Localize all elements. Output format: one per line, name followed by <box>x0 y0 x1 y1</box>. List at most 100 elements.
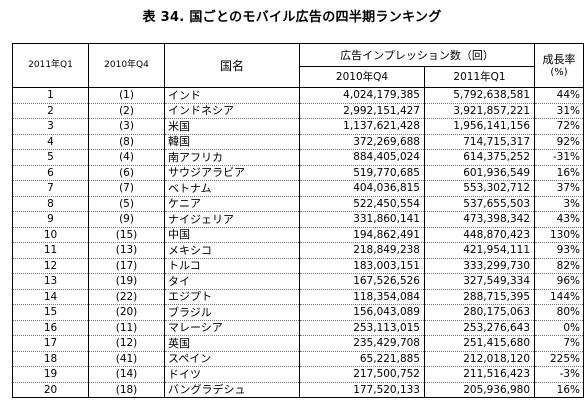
impressions-2011q1-cell: 288,715,395 <box>423 288 536 305</box>
country-cell: メキシコ <box>164 242 300 258</box>
growth-cell: 225% <box>534 350 584 367</box>
country-cell: ナイジェリア <box>164 211 300 227</box>
growth-cell: 96% <box>534 273 584 289</box>
table-row: 8 (5) ケニア 522,450,554 537,655,503 3% <box>12 195 584 212</box>
growth-cell: 82% <box>534 257 584 274</box>
rank-cell: 14 <box>12 288 89 305</box>
prev-rank-cell: (41) <box>88 350 165 367</box>
table-row: 12 (17) トルコ 183,003,151 333,299,730 82% <box>12 257 584 274</box>
impressions-2011q1-cell: 473,398,342 <box>423 211 536 227</box>
prev-rank-cell: (19) <box>88 273 165 289</box>
growth-cell: 144% <box>534 288 584 305</box>
impressions-2011q1-cell: 251,415,680 <box>423 335 536 351</box>
growth-cell: 37% <box>534 180 584 196</box>
growth-cell: 43% <box>534 211 584 227</box>
table-row: 17 (12) 英国 235,429,708 251,415,680 7% <box>12 335 584 351</box>
table-row: 6 (6) サウジアラビア 519,770,685 601,936,549 16% <box>12 164 584 181</box>
country-cell: スペイン <box>164 350 300 367</box>
table-row: 1 (1) インド 4,024,179,385 5,792,638,581 44% <box>12 87 584 103</box>
impressions-2010q4-cell: 372,269,688 <box>299 133 425 150</box>
impressions-2010q4-cell: 65,221,885 <box>299 350 425 367</box>
impressions-2011q1-cell: 280,175,063 <box>423 304 536 320</box>
growth-cell: 93% <box>534 242 584 258</box>
impressions-2011q1-cell: 714,715,317 <box>423 133 536 150</box>
ranking-table: 2011年Q1 2010年Q4 国名 広告インプレッション数（回） 成長率 (%… <box>12 43 584 398</box>
rank-cell: 11 <box>12 242 89 258</box>
table-row: 13 (19) タイ 167,526,526 327,549,334 96% <box>12 273 584 289</box>
impressions-2011q1-cell: 253,276,643 <box>423 319 536 336</box>
prev-rank-cell: (2) <box>88 102 165 119</box>
country-cell: ケニア <box>164 195 300 212</box>
rank-cell: 18 <box>12 350 89 367</box>
rank-cell: 6 <box>12 164 89 181</box>
table-row: 10 (15) 中国 194,862,491 448,870,423 130% <box>12 226 584 243</box>
header-impressions-group: 広告インプレッション数（回） <box>298 43 536 67</box>
table-row: 16 (11) マレーシア 253,113,015 253,276,643 0% <box>12 319 584 336</box>
table-title: 表 34. 国ごとのモバイル広告の四半期ランキング <box>142 10 442 25</box>
country-cell: ブラジル <box>164 304 300 320</box>
prev-rank-cell: (4) <box>88 149 165 165</box>
prev-rank-cell: (13) <box>88 242 165 258</box>
table-row: 2 (2) インドネシア 2,992,151,427 3,921,857,221 31% <box>12 102 584 119</box>
country-cell: エジプト <box>164 288 300 305</box>
impressions-2010q4-cell: 218,849,238 <box>299 242 425 258</box>
growth-cell: 72% <box>534 118 584 134</box>
country-cell: 南アフリカ <box>164 149 300 165</box>
table-row: 5 (4) 南アフリカ 884,405,024 614,375,252 -31% <box>12 149 584 165</box>
header-rank-2011q1: 2011年Q1 <box>12 43 89 88</box>
prev-rank-cell: (7) <box>88 180 165 196</box>
impressions-2011q1-cell: 421,954,111 <box>423 242 536 258</box>
impressions-2010q4-cell: 235,429,708 <box>299 335 425 351</box>
country-cell: トルコ <box>164 257 300 274</box>
impressions-2010q4-cell: 4,024,179,385 <box>299 87 425 103</box>
impressions-2011q1-cell: 212,018,120 <box>423 350 536 367</box>
impressions-2010q4-cell: 1,137,621,428 <box>299 118 425 134</box>
table-row: 11 (13) メキシコ 218,849,238 421,954,111 93% <box>12 242 584 258</box>
growth-cell: 44% <box>534 87 584 103</box>
table-row: 9 (9) ナイジェリア 331,860,141 473,398,342 43% <box>12 211 584 227</box>
impressions-2011q1-cell: 333,299,730 <box>423 257 536 274</box>
country-cell: インド <box>164 87 300 103</box>
country-cell: サウジアラビア <box>164 164 300 181</box>
prev-rank-cell: (14) <box>88 366 165 382</box>
rank-cell: 17 <box>12 335 89 351</box>
growth-cell: 80% <box>534 304 584 320</box>
growth-cell: 3% <box>534 195 584 212</box>
impressions-2010q4-cell: 519,770,685 <box>299 164 425 181</box>
impressions-2010q4-cell: 217,500,752 <box>299 366 425 382</box>
prev-rank-cell: (5) <box>88 195 165 212</box>
impressions-2011q1-cell: 5,792,638,581 <box>423 87 536 103</box>
prev-rank-cell: (1) <box>88 87 165 103</box>
header-country: 国名 <box>164 43 300 88</box>
rank-cell: 1 <box>12 87 89 103</box>
country-cell: ドイツ <box>164 366 300 382</box>
impressions-2010q4-cell: 167,526,526 <box>299 273 425 289</box>
impressions-2011q1-cell: 211,516,423 <box>423 366 536 382</box>
rank-cell: 16 <box>12 319 89 336</box>
prev-rank-cell: (17) <box>88 257 165 274</box>
growth-cell: 31% <box>534 102 584 119</box>
impressions-2010q4-cell: 522,450,554 <box>299 195 425 212</box>
country-cell: 中国 <box>164 226 300 243</box>
table-row: 14 (22) エジプト 118,354,084 288,715,395 144% <box>12 288 584 305</box>
prev-rank-cell: (3) <box>88 118 165 134</box>
rank-cell: 12 <box>12 257 89 274</box>
impressions-2010q4-cell: 118,354,084 <box>299 288 425 305</box>
table-header: 2011年Q1 2010年Q4 国名 広告インプレッション数（回） 成長率 (%… <box>12 43 584 88</box>
impressions-2010q4-cell: 253,113,015 <box>299 319 425 336</box>
rank-cell: 13 <box>12 273 89 289</box>
impressions-2010q4-cell: 156,043,089 <box>299 304 425 320</box>
rank-cell: 7 <box>12 180 89 196</box>
impressions-2011q1-cell: 553,302,712 <box>423 180 536 196</box>
header-rank-2010q4: 2010年Q4 <box>88 43 165 88</box>
impressions-2011q1-cell: 448,870,423 <box>423 226 536 243</box>
impressions-2011q1-cell: 601,936,549 <box>423 164 536 181</box>
impressions-2011q1-cell: 537,655,503 <box>423 195 536 212</box>
rank-cell: 9 <box>12 211 89 227</box>
table-row: 20 (18) バングラデシュ 177,520,133 205,936,980 16% <box>12 381 584 398</box>
growth-cell: 92% <box>534 133 584 150</box>
country-cell: インドネシア <box>164 102 300 119</box>
table-body: 1 (1) インド 4,024,179,385 5,792,638,581 44% 2 (2)… <box>12 87 584 398</box>
prev-rank-cell: (18) <box>88 381 165 398</box>
rank-cell: 8 <box>12 195 89 212</box>
